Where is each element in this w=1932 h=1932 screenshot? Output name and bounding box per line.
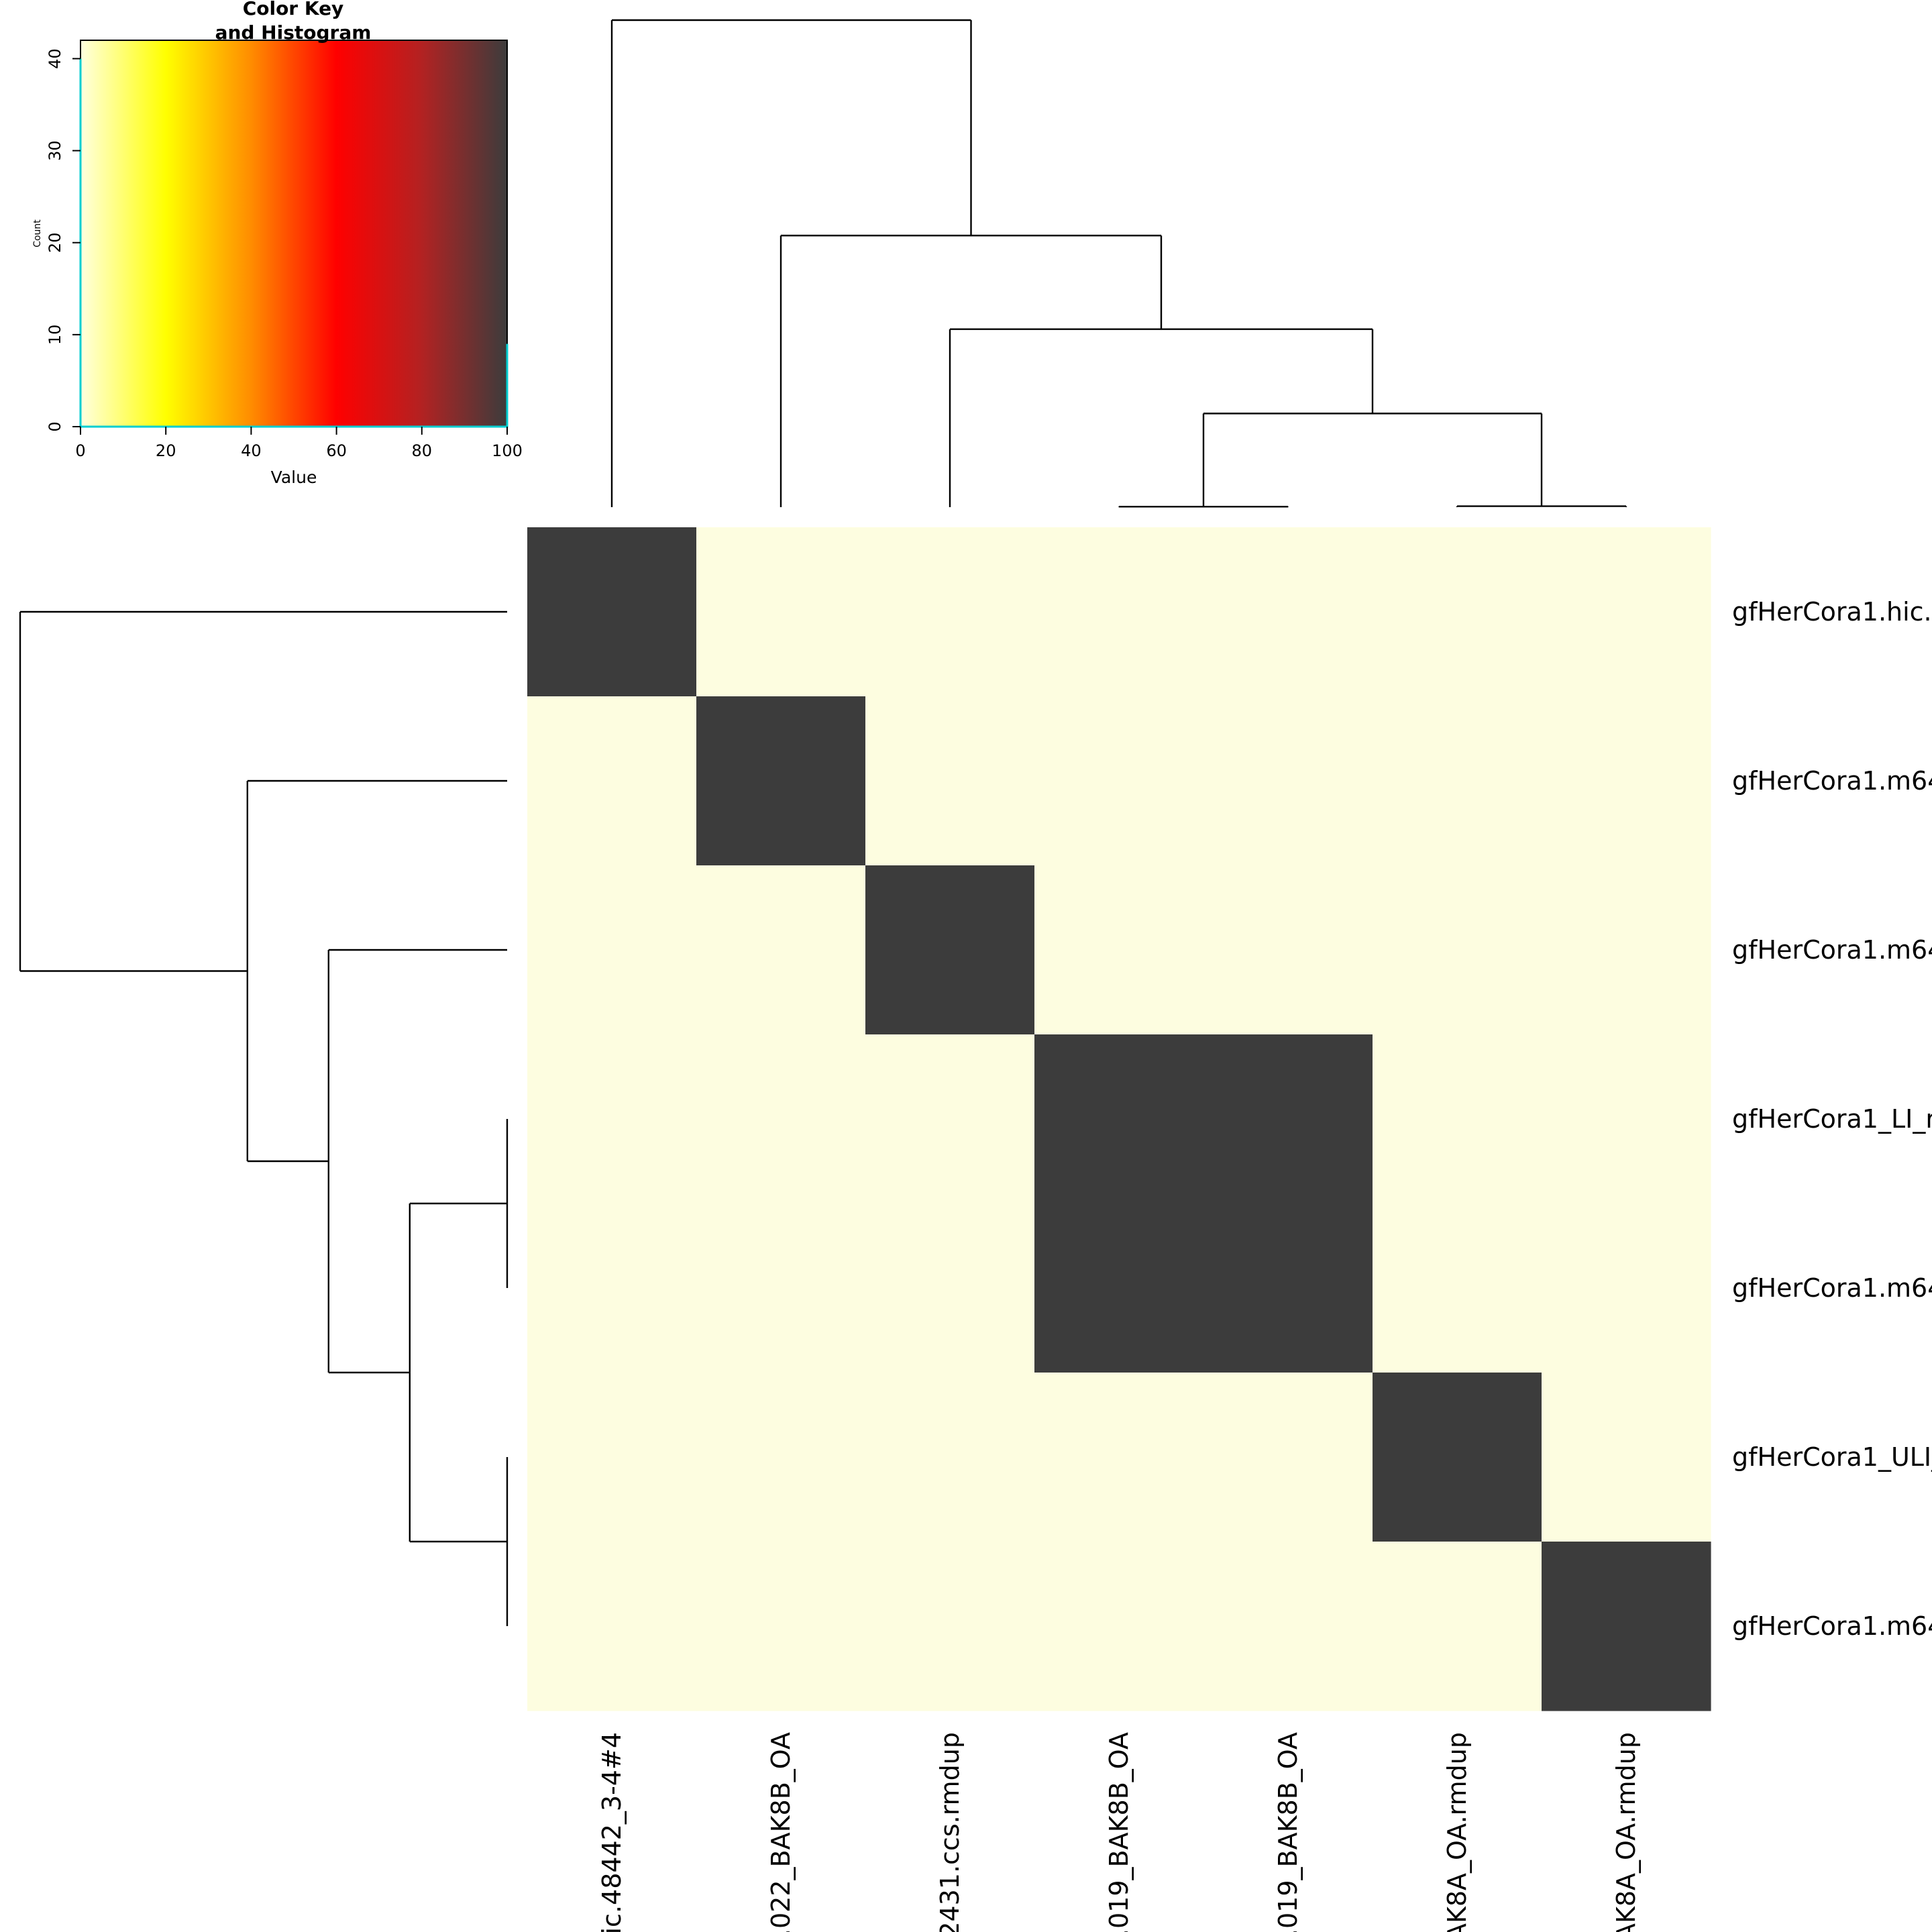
heatmap-cell — [1373, 1542, 1542, 1711]
heatmap-cell — [1203, 1203, 1373, 1373]
heatmap-cell — [1034, 1034, 1204, 1204]
y-tick-label: 10 — [46, 325, 64, 345]
row-label: gfHerCora1.m64 — [1732, 1611, 1932, 1641]
row-dendrogram — [19, 610, 508, 1626]
row-labels: gfHerCora1.hic. gfHerCora1.m64 gfHerCora1.… — [1732, 597, 1932, 1641]
heatmap-cell — [1203, 865, 1373, 1035]
heatmap-cell — [1542, 865, 1711, 1035]
column-label: .019_BAK8B_OA — [1273, 1732, 1303, 1932]
column-label: AK8A_OA.rmdup — [1611, 1732, 1641, 1932]
heatmap-cell — [1373, 527, 1542, 697]
column-label: 2431.ccs.rmdup — [935, 1732, 965, 1932]
heatmap-cell — [696, 865, 866, 1035]
column-label: ic.48442_3-4#4 — [597, 1732, 627, 1932]
heatmap-cell — [527, 527, 697, 697]
heatmap-cell — [1542, 1203, 1711, 1373]
column-label: AK8A_OA.rmdup — [1442, 1732, 1472, 1932]
y-axis-label: Count — [32, 219, 43, 248]
heatmap-cell — [527, 1542, 697, 1711]
row-label: gfHerCora1.m64 — [1732, 1273, 1932, 1303]
heatmap-cell — [1373, 1373, 1542, 1542]
heatmap-cell — [1542, 1542, 1711, 1711]
heatmap-cell — [865, 1034, 1035, 1204]
y-tick-label: 40 — [46, 48, 64, 69]
heatmap-cell — [1542, 1034, 1711, 1204]
heatmap-cell — [696, 696, 866, 866]
heatmap-cell — [1542, 527, 1711, 697]
heatmap-cell — [696, 1373, 866, 1542]
row-label: gfHerCora1.m64 — [1732, 766, 1932, 796]
heatmap-cell — [696, 1034, 866, 1204]
heatmap-cell — [527, 865, 697, 1035]
row-label: gfHerCora1.m64 — [1732, 935, 1932, 965]
heatmap-cell — [1203, 1373, 1373, 1542]
heatmap-cell — [527, 1203, 697, 1373]
y-tick-label: 0 — [46, 421, 64, 431]
color-key: 0 20 40 60 80 100 Value 0 10 20 30 40 Count Color Key… — [32, 0, 523, 487]
heatmap-cell — [1373, 696, 1542, 866]
heatmap-cell — [696, 1203, 866, 1373]
heatmap-cell — [1542, 696, 1711, 866]
column-labels: ic.48442_3-4#4 .022_BAK8B_OA 2431.ccs.rmdu… — [597, 1732, 1641, 1932]
heatmap-cell — [1203, 527, 1373, 697]
x-tick-label: 20 — [156, 441, 176, 460]
heatmap-cell — [1034, 865, 1204, 1035]
heatmap-cell — [527, 1373, 697, 1542]
heatmap-cell — [1203, 696, 1373, 866]
heatmap-cell — [1034, 1542, 1204, 1711]
heatmap-cell — [527, 696, 697, 866]
heatmap-cell — [865, 865, 1035, 1035]
column-label: .019_BAK8B_OA — [1104, 1732, 1134, 1932]
heatmap-matrix — [527, 527, 1711, 1711]
x-tick-label: 40 — [241, 441, 262, 460]
column-label: .022_BAK8B_OA — [766, 1732, 796, 1932]
heatmap-cell — [1034, 527, 1204, 697]
color-key-gradient — [80, 40, 508, 427]
y-tick-label: 20 — [46, 232, 64, 253]
heatmap-cell — [1034, 696, 1204, 866]
row-label: gfHerCora1_LI_r — [1732, 1104, 1932, 1134]
color-key-title: Color Key — [243, 0, 344, 19]
heatmap-cell — [1203, 1034, 1373, 1204]
heatmap-cell — [1373, 1034, 1542, 1204]
column-dendrogram — [610, 19, 1627, 508]
heatmap-cell — [696, 1542, 866, 1711]
x-tick-label: 100 — [492, 441, 523, 460]
heatmap-cell — [1373, 1203, 1542, 1373]
x-tick-label: 80 — [412, 441, 433, 460]
x-axis-label: Value — [271, 468, 317, 487]
heatmap-cell — [527, 1034, 697, 1204]
heatmap-cell — [865, 527, 1035, 697]
heatmap-cell — [1373, 865, 1542, 1035]
heatmap-cell — [865, 1373, 1035, 1542]
heatmap-cell — [696, 527, 866, 697]
heatmap-cell — [865, 1542, 1035, 1711]
heatmap-cell — [1034, 1203, 1204, 1373]
color-key-title: and Histogram — [215, 21, 372, 44]
heatmap-cell — [1203, 1542, 1373, 1711]
heatmap-cell — [1542, 1373, 1711, 1542]
x-tick-label: 60 — [326, 441, 347, 460]
x-tick-label: 0 — [75, 441, 85, 460]
row-label: gfHerCora1_ULI_ — [1732, 1442, 1932, 1472]
heatmap-cell — [865, 696, 1035, 866]
row-label: gfHerCora1.hic. — [1732, 597, 1932, 627]
y-tick-label: 30 — [46, 140, 64, 161]
heatmap-cell — [1034, 1373, 1204, 1542]
heatmap-cell — [865, 1203, 1035, 1373]
